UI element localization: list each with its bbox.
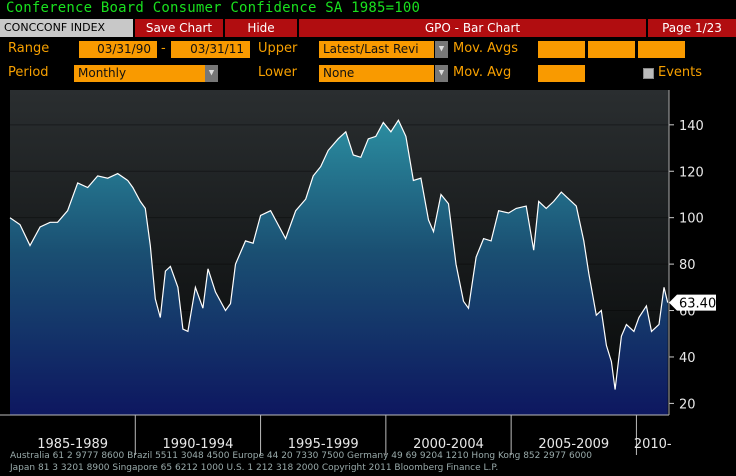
hide-button[interactable]: Hide xyxy=(225,19,297,37)
last-value-label: 63.40 xyxy=(679,297,716,312)
period-select[interactable]: Monthly xyxy=(74,65,205,82)
events-label: Events xyxy=(658,65,703,80)
chevron-down-icon[interactable]: ▼ xyxy=(435,65,448,82)
x-period-label: 1995-1999 xyxy=(288,437,359,452)
y-tick-label: 100 xyxy=(679,212,704,227)
toolbar: CONCCONF INDEX Save Chart Hide GPO - Bar… xyxy=(0,19,736,37)
last-value-tag xyxy=(669,294,716,311)
y-tick-label: 40 xyxy=(679,351,696,366)
range-label: Range xyxy=(8,41,50,56)
chart-type-title: GPO - Bar Chart xyxy=(299,19,646,37)
period-label: Period xyxy=(8,65,49,80)
range-start-input[interactable]: 03/31/90 xyxy=(79,41,157,58)
upper-label: Upper xyxy=(258,41,298,56)
y-tick-label: 120 xyxy=(679,165,704,180)
mov-avg-single-input[interactable] xyxy=(538,65,585,82)
x-period-label: 1990-1994 xyxy=(162,437,233,452)
range-end-input[interactable]: 03/31/11 xyxy=(171,41,250,58)
x-axis-band xyxy=(0,415,736,476)
x-period-label: 1985-1989 xyxy=(37,437,108,452)
footer-contacts-line-1: Australia 61 2 9777 8600 Brazil 5511 304… xyxy=(10,451,592,461)
series-line xyxy=(9,118,669,390)
chart-window-title: Conference Board Consumer Confidence SA … xyxy=(6,0,421,16)
save-chart-button[interactable]: Save Chart xyxy=(135,19,223,37)
x-period-label: 2010- xyxy=(634,437,672,452)
mov-avg-input-2[interactable] xyxy=(588,41,635,58)
y-tick-label: 20 xyxy=(679,397,696,412)
x-period-label: 2000-2004 xyxy=(413,437,484,452)
chevron-down-icon[interactable]: ▼ xyxy=(435,41,448,58)
footer-contacts-line-2: Japan 81 3 3201 8900 Singapore 65 6212 1… xyxy=(10,463,499,473)
x-period-label: 2005-2009 xyxy=(538,437,609,452)
lower-label: Lower xyxy=(258,65,297,80)
ticker-field[interactable]: CONCCONF INDEX xyxy=(0,19,133,37)
mov-avgs-label: Mov. Avgs xyxy=(453,41,518,56)
page-indicator[interactable]: Page 1/23 xyxy=(648,19,736,37)
mov-avg-input-1[interactable] xyxy=(538,41,585,58)
chevron-down-icon[interactable]: ▼ xyxy=(205,65,218,82)
y-tick-label: 80 xyxy=(679,258,696,273)
upper-select[interactable]: Latest/Last Revi xyxy=(319,41,434,58)
range-dash: - xyxy=(161,41,166,56)
y-tick-label: 140 xyxy=(679,119,704,134)
series-area xyxy=(10,120,668,415)
lower-select[interactable]: None xyxy=(319,65,434,82)
mov-avg-label: Mov. Avg xyxy=(453,65,512,80)
mov-avg-input-3[interactable] xyxy=(638,41,685,58)
checkbox-icon[interactable] xyxy=(643,68,654,79)
